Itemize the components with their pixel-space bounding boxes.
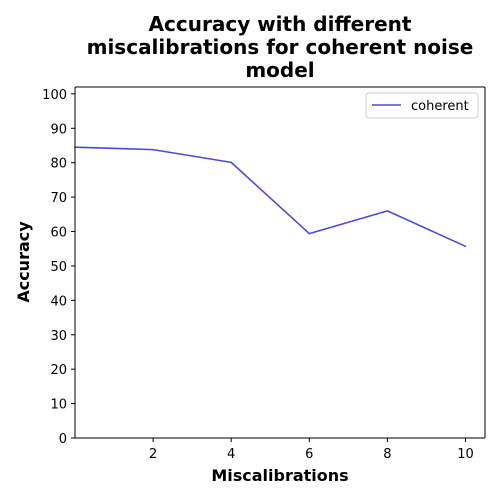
legend-label-coherent: coherent — [411, 99, 469, 114]
chart-title: Accuracy with different miscalibrations … — [87, 12, 474, 82]
y-tick-label: 30 — [50, 329, 67, 344]
legend: coherent — [365, 92, 479, 119]
data-point-coherent — [308, 232, 311, 235]
data-point-coherent — [386, 210, 389, 212]
y-tick-label: 10 — [50, 398, 67, 413]
y-axis-ticks: 0 10 20 30 40 50 60 70 80 90 100 — [42, 88, 75, 447]
plot-frame — [74, 86, 486, 439]
y-axis-label: Accuracy — [14, 221, 33, 303]
x-axis-ticks: 2 4 6 8 10 — [149, 438, 474, 462]
chart-title-line-1: Accuracy with different — [149, 12, 412, 36]
chart-title-line-3: model — [245, 58, 314, 82]
data-point-coherent — [152, 148, 154, 151]
y-tick-label: 100 — [42, 88, 67, 103]
y-tick-label: 40 — [50, 294, 67, 309]
y-tick-label: 70 — [50, 191, 67, 206]
x-axis-label: Miscalibrations — [211, 466, 348, 485]
y-tick-label: 50 — [50, 260, 67, 275]
data-point-coherent — [230, 161, 232, 164]
x-tick-label: 6 — [305, 447, 313, 462]
legend-box — [365, 92, 479, 119]
y-tick-label: 90 — [50, 122, 67, 137]
x-tick-label: 2 — [149, 447, 157, 462]
series-line-coherent — [74, 146, 466, 248]
y-tick-label: 0 — [59, 432, 67, 447]
y-tick-label: 20 — [50, 363, 67, 378]
x-tick-label: 4 — [227, 447, 235, 462]
data-point-coherent — [464, 245, 467, 248]
y-tick-label: 80 — [50, 157, 67, 172]
x-tick-label: 8 — [383, 447, 391, 462]
plot-area — [75, 87, 485, 438]
x-tick-label: 10 — [457, 447, 474, 462]
y-tick-label: 60 — [50, 226, 67, 241]
chart-title-line-2: miscalibrations for coherent noise — [87, 35, 474, 59]
